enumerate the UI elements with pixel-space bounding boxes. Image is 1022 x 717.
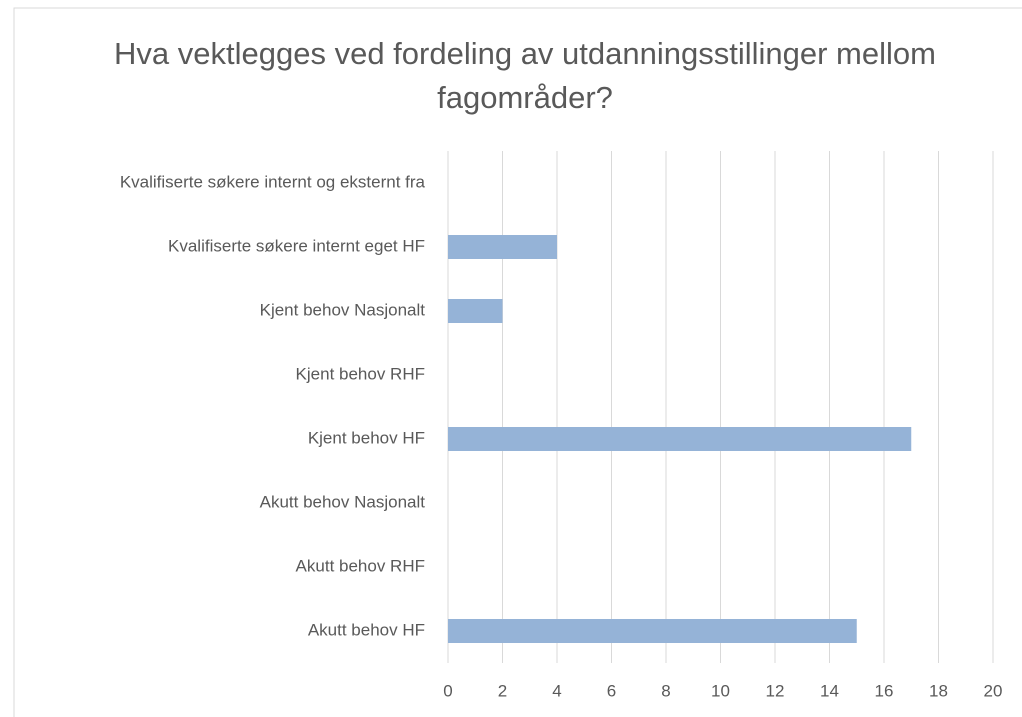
bar [448, 619, 857, 643]
y-tick-label: Kjent behov RHF [296, 364, 425, 383]
x-tick-label: 12 [766, 681, 785, 700]
y-tick-label: Kjent behov HF [308, 428, 425, 447]
y-tick-label: Kvalifiserte søkere internt eget HF [168, 236, 425, 255]
x-tick-label: 8 [661, 681, 670, 700]
bar [448, 299, 503, 323]
x-tick-label: 16 [875, 681, 894, 700]
bar [448, 427, 912, 451]
y-tick-label: Akutt behov HF [308, 620, 425, 639]
y-tick-label: Kjent behov Nasjonalt [260, 300, 426, 319]
bar [448, 235, 557, 259]
chart-title: Hva vektlegges ved fordeling av utdannin… [114, 36, 936, 115]
x-tick-label: 0 [443, 681, 452, 700]
x-tick-label: 18 [929, 681, 948, 700]
y-tick-label: Kvalifiserte søkere internt og eksternt … [120, 172, 426, 191]
y-tick-label: Akutt behov RHF [296, 556, 425, 575]
y-tick-label: Akutt behov Nasjonalt [260, 492, 426, 511]
x-tick-label: 6 [607, 681, 616, 700]
x-tick-label: 2 [498, 681, 507, 700]
x-tick-label: 10 [711, 681, 730, 700]
x-tick-label: 4 [552, 681, 561, 700]
x-tick-label: 20 [984, 681, 1003, 700]
chart-frame [13, 7, 1022, 717]
x-tick-label: 14 [820, 681, 839, 700]
